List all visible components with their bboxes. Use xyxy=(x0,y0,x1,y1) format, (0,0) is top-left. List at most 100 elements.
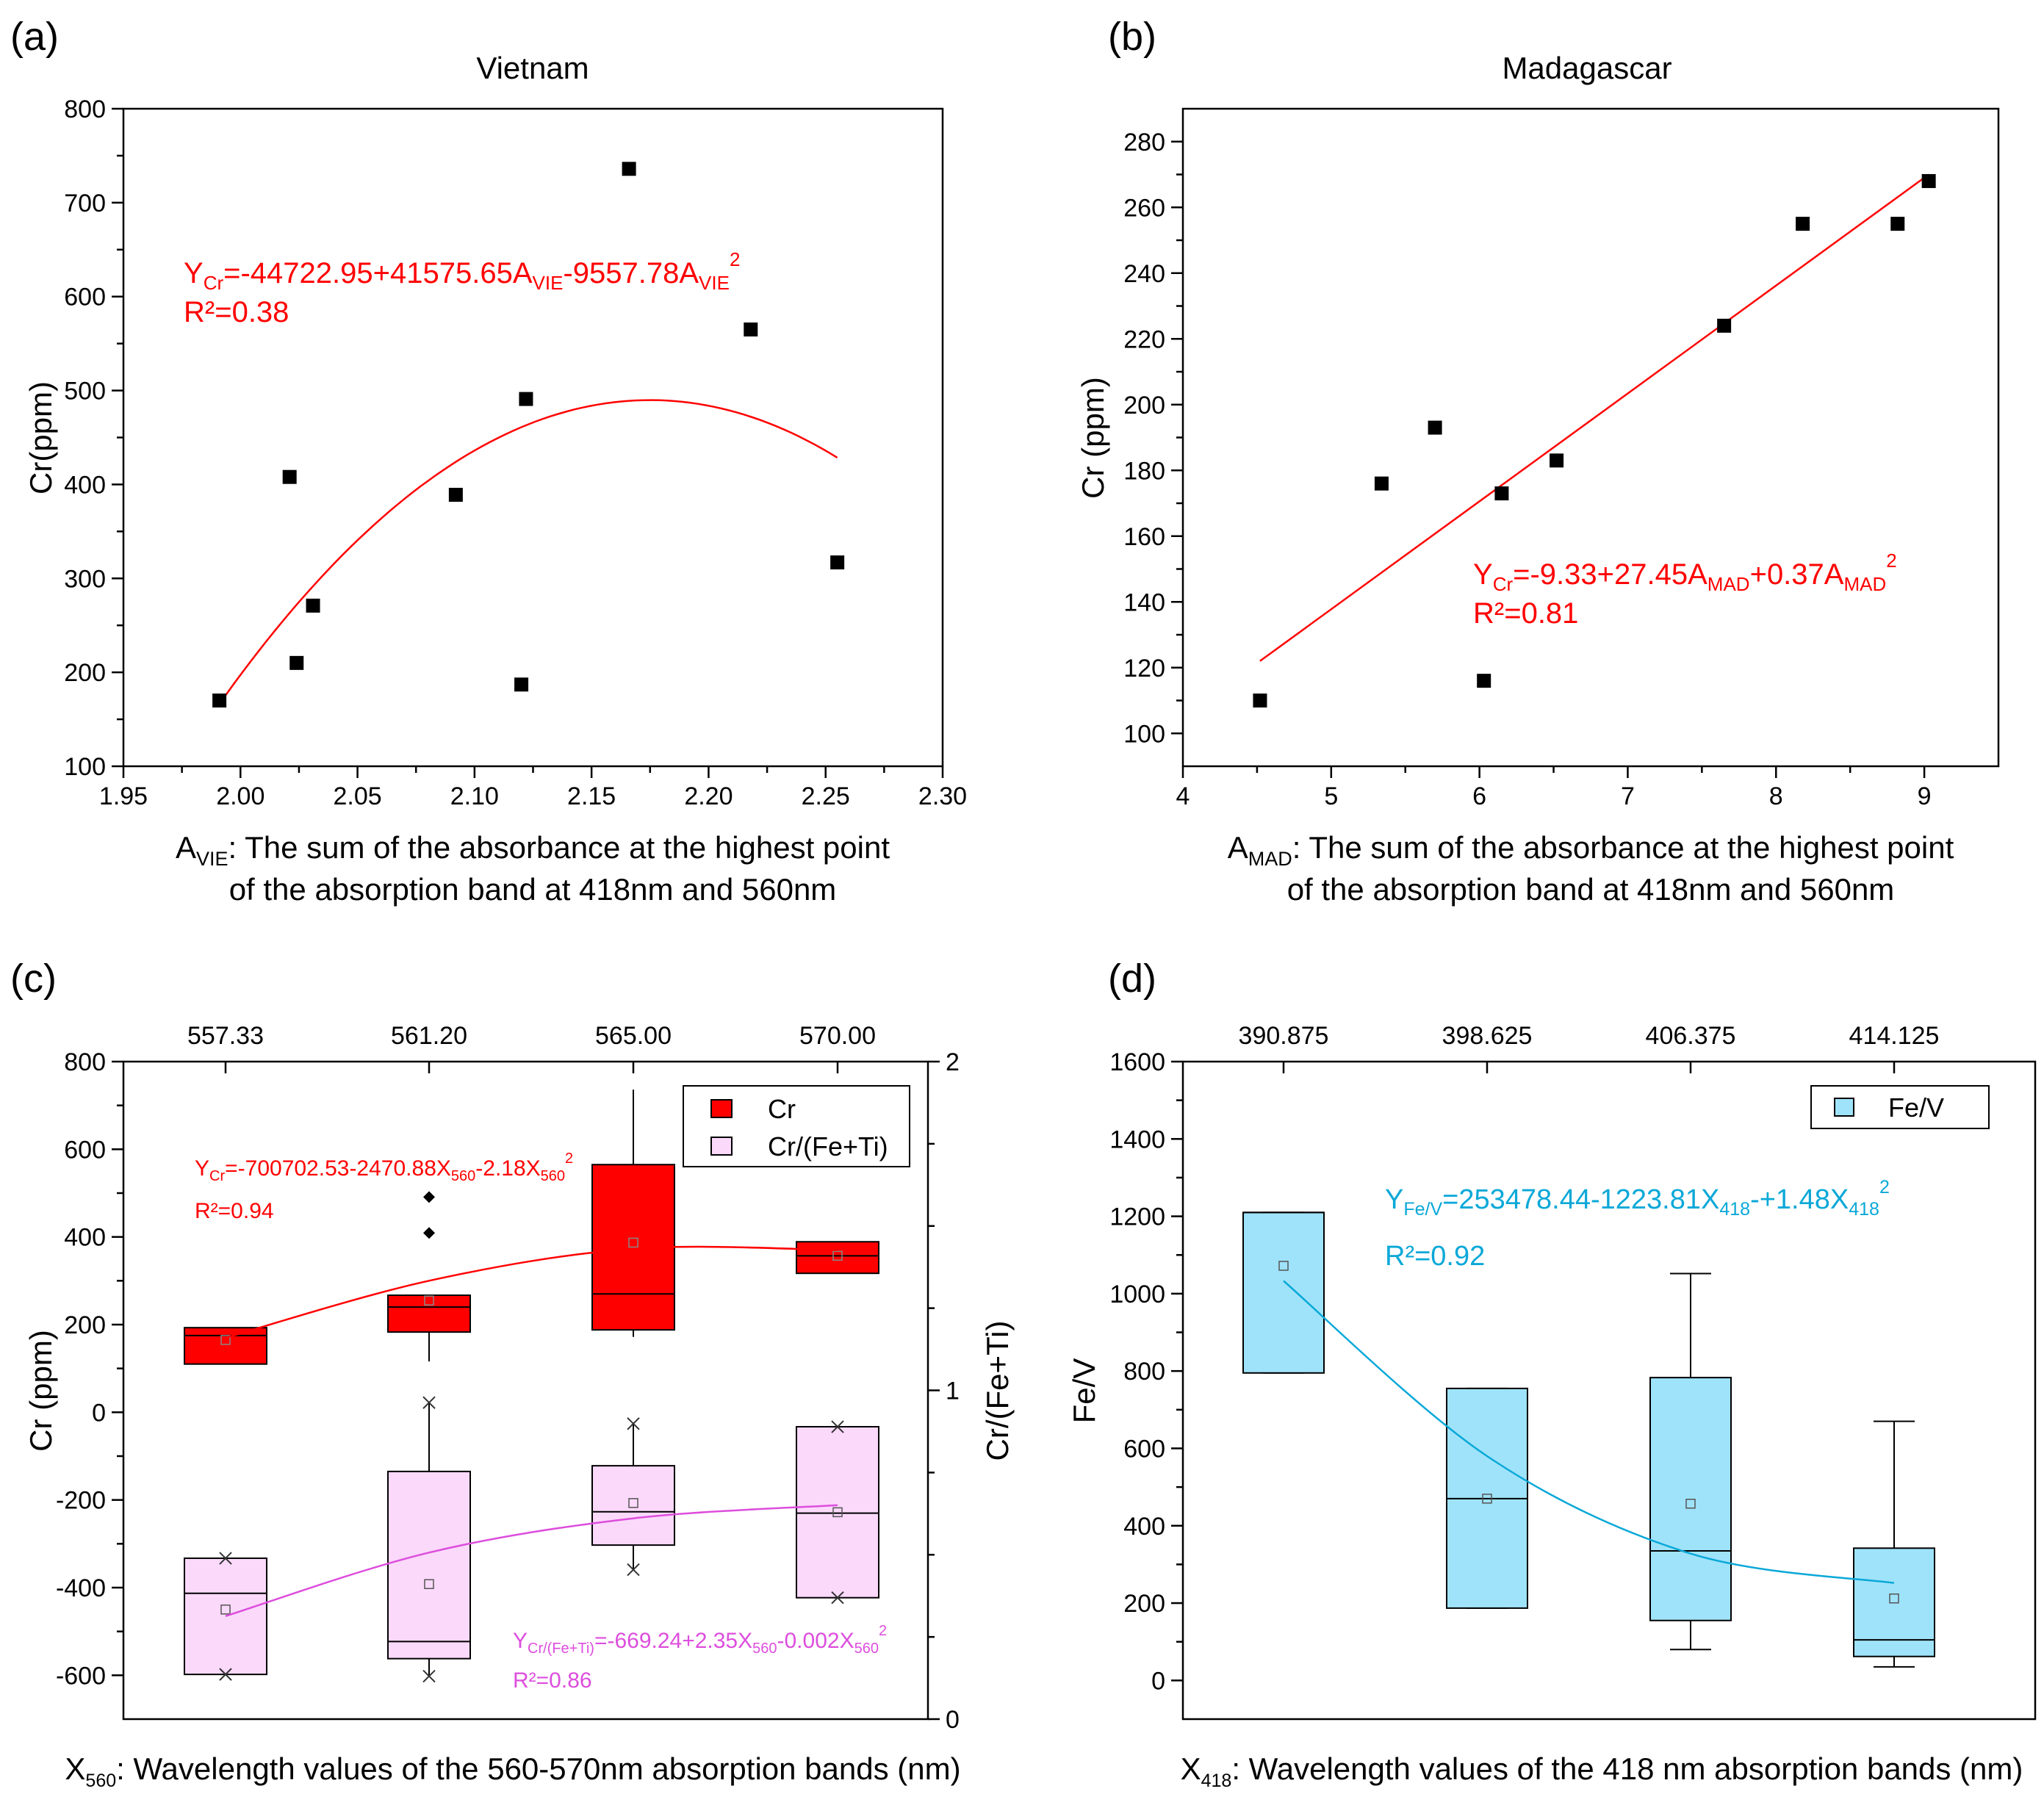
x-tick-label: 2.15 xyxy=(567,782,616,810)
x-tick-label: 2.30 xyxy=(918,782,967,810)
y-tick-label: 400 xyxy=(1123,1513,1165,1541)
data-point xyxy=(289,655,304,670)
data-point xyxy=(622,162,636,176)
cr-fe-ti-extreme-marker xyxy=(422,1669,436,1683)
y-tick-label: -600 xyxy=(56,1662,106,1690)
panel-c-r2-cr: R²=0.94 xyxy=(195,1199,274,1223)
panel-letter-c: (c) xyxy=(10,957,57,1001)
panel-c-boxplot: 557.33 561.20 565.00 570.00 -600 -400 -200 0 200… xyxy=(24,1022,1015,1791)
panel-c-plot-area: 557.33 561.20 565.00 570.00 -600 -400 -200 0 200… xyxy=(56,1022,960,1734)
data-point xyxy=(1374,476,1389,491)
y-tick-label: 600 xyxy=(64,1136,106,1164)
fit-curve-b xyxy=(1259,173,1929,662)
x-tick-label: 6 xyxy=(1472,782,1486,810)
y-tick-label: 180 xyxy=(1123,457,1165,485)
cr-fe-ti-extreme-marker xyxy=(219,1668,232,1681)
panel-c-legend: Cr Cr/(Fe+Ti) xyxy=(683,1085,910,1167)
panel-a-x-label-line1: AVIE: The sum of the absorbance at the h… xyxy=(176,830,890,870)
panel-b-title: Madagascar xyxy=(1502,51,1671,85)
fe-v-mean xyxy=(1482,1494,1492,1504)
category-label: 398.625 xyxy=(1442,1022,1533,1050)
cr-fe-ti-extreme-marker xyxy=(627,1563,640,1577)
y-right-tick-label: 1 xyxy=(946,1378,960,1405)
x-tick-label: 7 xyxy=(1621,782,1635,810)
cr-outlier xyxy=(423,1227,435,1239)
panel-c-equation-cr: YCr=-700702.53-2470.88X560-2.18X5602 xyxy=(195,1150,573,1184)
data-point xyxy=(744,322,758,336)
legend-swatch-cr xyxy=(710,1099,733,1118)
y-tick-label: 800 xyxy=(64,96,106,123)
data-point xyxy=(306,598,320,613)
data-point xyxy=(1477,674,1491,688)
x-tick-label: 2.25 xyxy=(802,782,850,810)
cr-fe-ti-extreme-marker xyxy=(627,1417,640,1430)
y-tick-label: 400 xyxy=(64,471,106,499)
panel-b-madagascar: Madagascar 4 5 6 7 8 9 100 120 140 160 180 200 220 24… xyxy=(1076,51,2000,907)
cr-fe-ti-box xyxy=(387,1470,471,1660)
data-point xyxy=(1921,173,1936,188)
panel-d-equation: YFe/V=253478.44-1223.81X418-+1.48X4182 xyxy=(1385,1177,1890,1220)
cr-mean xyxy=(628,1237,638,1248)
cr-fe-ti-box xyxy=(184,1557,267,1676)
panel-a-equation: YCr=-44722.95+41575.65AVIE-9557.78AVIE2 xyxy=(184,248,740,294)
fe-v-mean xyxy=(1685,1499,1696,1509)
legend-swatch-fe-v xyxy=(1834,1098,1854,1117)
y-tick-label: 400 xyxy=(64,1224,106,1252)
cr-outlier xyxy=(423,1191,435,1203)
x-tick-label: 8 xyxy=(1769,782,1783,810)
cr-fe-ti-extreme-marker xyxy=(219,1552,232,1565)
panel-c-x-label: X560: Wavelength values of the 560-570nm… xyxy=(65,1751,960,1791)
panel-b-frame xyxy=(1181,107,2000,768)
panel-d-frame xyxy=(1181,1060,2037,1721)
panel-d-r2: R²=0.92 xyxy=(1385,1241,1485,1272)
x-tick-label: 9 xyxy=(1918,782,1932,810)
panel-a-y-label: Cr(ppm) xyxy=(24,381,58,494)
panel-letter-b: (b) xyxy=(1108,15,1156,59)
y-tick-label: 300 xyxy=(64,565,106,593)
panel-d-x-label: X418: Wavelength values of the 418 nm ab… xyxy=(1181,1751,2023,1791)
y-tick-label: 200 xyxy=(64,659,106,687)
y-tick-label: 200 xyxy=(1123,1590,1165,1618)
cr-mean xyxy=(220,1335,231,1345)
data-point xyxy=(514,677,529,692)
y-tick-label: 1200 xyxy=(1109,1203,1165,1231)
cr-fe-ti-mean xyxy=(220,1605,231,1615)
x-tick-label: 2.10 xyxy=(450,782,499,810)
category-label: 561.20 xyxy=(391,1022,467,1050)
fe-v-box xyxy=(1242,1211,1325,1374)
cr-fe-ti-mean xyxy=(424,1579,434,1589)
cr-mean xyxy=(832,1250,843,1261)
data-point xyxy=(1890,217,1905,231)
y-tick-label: 600 xyxy=(64,284,106,311)
panel-a-x-label-line2: of the absorption band at 418nm and 560n… xyxy=(229,872,837,907)
y-tick-label: 700 xyxy=(64,190,106,217)
y-tick-label: 200 xyxy=(64,1311,106,1339)
cr-fe-ti-extreme-marker xyxy=(422,1396,436,1409)
category-label: 565.00 xyxy=(595,1022,672,1050)
legend-swatch-cr-fe-ti xyxy=(710,1137,733,1156)
data-point xyxy=(830,555,845,570)
cr-box xyxy=(184,1327,267,1365)
y-tick-label: -200 xyxy=(56,1487,106,1515)
cr-fe-ti-box xyxy=(796,1426,879,1599)
cr-box xyxy=(387,1294,471,1333)
y-tick-label: 800 xyxy=(1123,1358,1165,1386)
x-tick-label: 2.00 xyxy=(216,782,265,810)
panel-a-plot-area: 1.95 2.00 2.05 2.10 2.15 2.20 2.25 2.30 100 200 30… xyxy=(64,96,967,810)
y-tick-label: 100 xyxy=(1123,720,1165,748)
fe-v-fit-curve xyxy=(1283,1280,1895,1584)
x-tick-label: 2.20 xyxy=(684,782,733,810)
panel-b-x-label-line1: AMAD: The sum of the absorbance at the h… xyxy=(1228,830,1954,870)
fit-curve-a xyxy=(218,399,838,705)
category-label: 557.33 xyxy=(187,1022,264,1050)
cr-fe-ti-extreme-marker xyxy=(831,1591,844,1605)
panel-c-r2-ratio: R²=0.86 xyxy=(513,1668,592,1693)
panel-b-plot-area: 4 5 6 7 8 9 100 120 140 160 180 200 220 240 260 280 xyxy=(1123,129,1936,810)
cr-fe-ti-mean xyxy=(628,1498,638,1508)
y-tick-label: 600 xyxy=(1123,1435,1165,1463)
data-point xyxy=(1428,420,1442,435)
data-point xyxy=(1550,453,1564,468)
panel-b-x-label-line2: of the absorption band at 418nm and 560n… xyxy=(1287,872,1895,907)
legend-label-cr: Cr xyxy=(768,1094,796,1124)
